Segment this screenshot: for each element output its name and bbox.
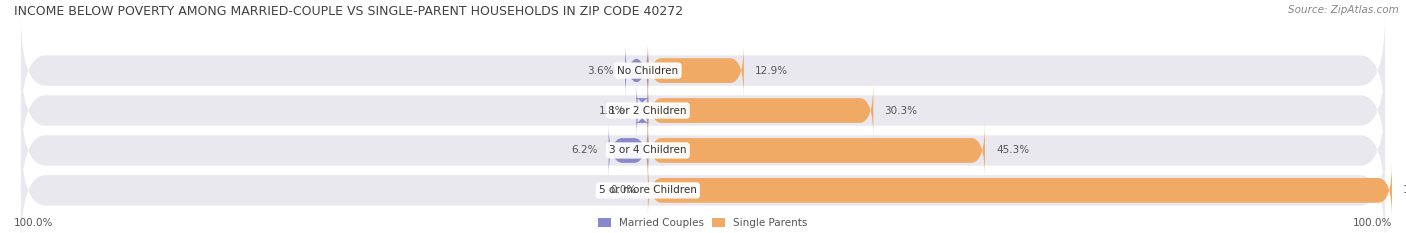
Text: 1.8%: 1.8% <box>599 106 626 116</box>
Text: 1 or 2 Children: 1 or 2 Children <box>609 106 686 116</box>
FancyBboxPatch shape <box>648 123 986 178</box>
Text: 30.3%: 30.3% <box>884 106 917 116</box>
Text: 3.6%: 3.6% <box>588 65 614 75</box>
Text: 0.0%: 0.0% <box>610 185 637 195</box>
Text: 100.0%: 100.0% <box>14 218 53 228</box>
Text: Source: ZipAtlas.com: Source: ZipAtlas.com <box>1288 5 1399 15</box>
Text: 6.2%: 6.2% <box>571 145 598 155</box>
Text: 12.9%: 12.9% <box>755 65 787 75</box>
Legend: Married Couples, Single Parents: Married Couples, Single Parents <box>599 218 807 228</box>
FancyBboxPatch shape <box>648 83 873 138</box>
Text: 100.0%: 100.0% <box>1403 185 1406 195</box>
Text: 45.3%: 45.3% <box>995 145 1029 155</box>
FancyBboxPatch shape <box>21 134 1385 233</box>
Text: 5 or more Children: 5 or more Children <box>599 185 697 195</box>
Text: INCOME BELOW POVERTY AMONG MARRIED-COUPLE VS SINGLE-PARENT HOUSEHOLDS IN ZIP COD: INCOME BELOW POVERTY AMONG MARRIED-COUPL… <box>14 5 683 18</box>
FancyBboxPatch shape <box>609 123 648 178</box>
FancyBboxPatch shape <box>21 94 1385 207</box>
FancyBboxPatch shape <box>626 43 648 98</box>
FancyBboxPatch shape <box>648 43 744 98</box>
Text: 100.0%: 100.0% <box>1353 218 1392 228</box>
FancyBboxPatch shape <box>634 83 650 138</box>
Text: No Children: No Children <box>617 65 679 75</box>
FancyBboxPatch shape <box>21 14 1385 127</box>
FancyBboxPatch shape <box>21 54 1385 167</box>
FancyBboxPatch shape <box>648 163 1392 218</box>
Text: 3 or 4 Children: 3 or 4 Children <box>609 145 686 155</box>
